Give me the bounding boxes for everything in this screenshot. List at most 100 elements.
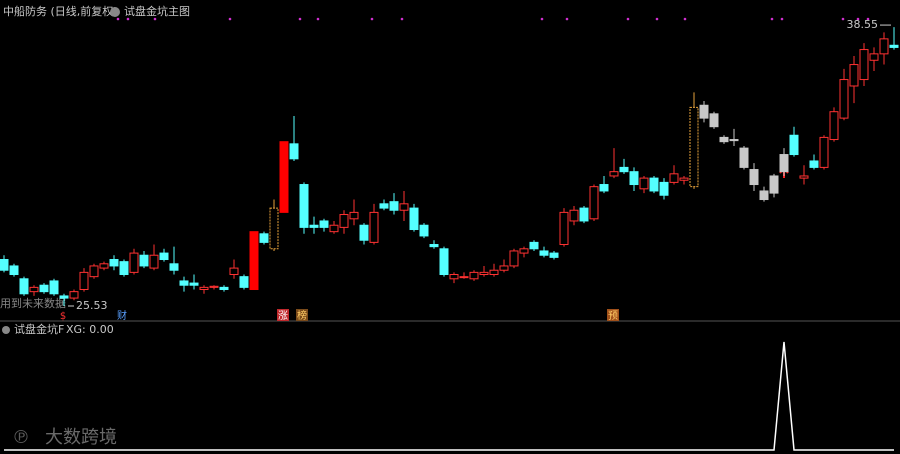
- candle-body: [39, 284, 49, 293]
- max-label: 38.55: [847, 18, 879, 31]
- candle-body: [639, 177, 649, 190]
- candle-body: [219, 286, 229, 291]
- candle-body: [329, 224, 339, 233]
- candle-body: [709, 113, 719, 128]
- candle-body: [839, 79, 849, 119]
- chart-subtitle: 试盘金坑主图: [124, 4, 190, 18]
- candle-body: [29, 286, 39, 293]
- candle-body: [299, 184, 309, 228]
- watermark: 大数跨境: [45, 427, 117, 448]
- event-label: 涨: [278, 310, 288, 322]
- candle-body: [319, 220, 329, 228]
- signal-dots: [116, 17, 870, 21]
- candle-body: [809, 160, 819, 168]
- chart-title: 中船防务 (日线,前复权): [3, 4, 118, 18]
- min-label: 25.53: [76, 299, 108, 312]
- candle-body: [209, 285, 219, 288]
- candle-body: [389, 201, 399, 211]
- candle-body: [339, 214, 349, 228]
- candle-body: [669, 173, 679, 183]
- candle-body: [279, 141, 289, 213]
- candle-body: [459, 276, 469, 279]
- candle-body: [149, 254, 159, 269]
- candle-body: [409, 207, 419, 231]
- note: 用到未来数据: [0, 296, 66, 310]
- candle-body: [169, 263, 179, 271]
- candle-body: [429, 244, 439, 248]
- indicator-icon: [110, 7, 120, 17]
- event-badge: [277, 309, 289, 321]
- candle-body: [79, 271, 89, 291]
- candle-body: [499, 265, 509, 271]
- candle-body: [379, 203, 389, 209]
- candle-body: [699, 104, 709, 119]
- candle-body: [189, 282, 199, 286]
- candle-body: [99, 263, 109, 269]
- candle-body: [819, 136, 829, 168]
- event-label: 预: [608, 310, 618, 322]
- candle-body: [739, 147, 749, 168]
- candle-body: [449, 274, 459, 280]
- candle-body: [179, 280, 189, 286]
- candle-body: [729, 139, 739, 142]
- candle-body: [89, 265, 99, 278]
- indicator-value: XG: 0.00: [66, 323, 114, 336]
- candle-body: [889, 44, 899, 48]
- candle-body: [569, 209, 579, 222]
- candle-body: [779, 154, 789, 173]
- candle-body: [59, 295, 69, 299]
- candle-body: [369, 211, 379, 243]
- indicator-line: [4, 341, 894, 451]
- candle-body: [759, 190, 769, 201]
- candle-body: [399, 203, 409, 211]
- candle-body: [159, 252, 169, 261]
- candle-body: [789, 134, 799, 156]
- candle-body: [849, 64, 859, 87]
- candle-body: [289, 143, 299, 160]
- candle-body: [829, 111, 839, 141]
- candle-body: [109, 259, 119, 267]
- candle-body: [239, 276, 249, 288]
- candle-body: [559, 211, 569, 246]
- candle-body: [529, 241, 539, 250]
- candle-body: [359, 224, 369, 241]
- candle-body: [549, 252, 559, 258]
- candle-body: [439, 248, 449, 276]
- candle-body: [609, 171, 619, 177]
- candle-body: [859, 49, 869, 81]
- watermark-logo: ℗: [12, 427, 30, 448]
- candle-body: [229, 267, 239, 276]
- candle-body: [479, 271, 489, 276]
- candle-body: [629, 171, 639, 186]
- event-label: 财: [117, 309, 127, 322]
- indicator-icon: [2, 326, 10, 334]
- event-badge: [607, 309, 619, 321]
- candle-body: [419, 224, 429, 237]
- event-label: $: [60, 311, 66, 322]
- candle-body: [9, 265, 19, 276]
- candle-body: [19, 278, 29, 295]
- candle-body: [519, 248, 529, 254]
- candle-body: [649, 177, 659, 192]
- candle-body: [349, 211, 359, 220]
- candle-body: [129, 252, 139, 273]
- candle-body: [509, 250, 519, 267]
- candle-body: [259, 233, 269, 243]
- event-badge: [296, 309, 308, 321]
- candle-body: [309, 224, 319, 228]
- candle-body: [469, 271, 479, 280]
- candle-body: [599, 184, 609, 192]
- candle-body: [659, 181, 669, 196]
- indicator-title: 试盘金坑F: [14, 322, 64, 336]
- candle-body: [0, 259, 9, 271]
- candle-body: [879, 38, 889, 55]
- candle-body: [249, 231, 259, 291]
- candle-body: [719, 136, 729, 143]
- candle-body: [689, 106, 699, 188]
- event-label: 榜: [297, 309, 307, 322]
- candle-body: [769, 175, 779, 194]
- candle-body: [799, 175, 809, 179]
- candle-body: [619, 166, 629, 173]
- candle-body: [589, 186, 599, 220]
